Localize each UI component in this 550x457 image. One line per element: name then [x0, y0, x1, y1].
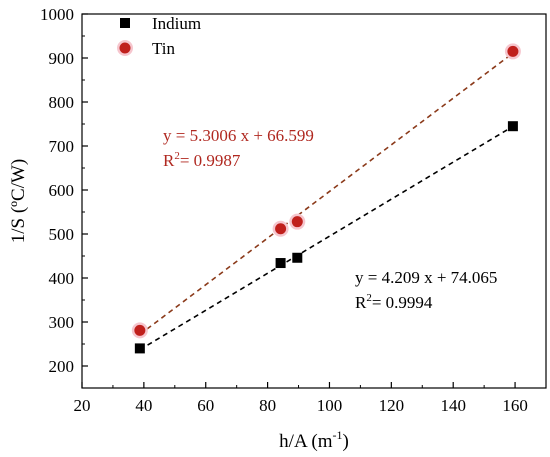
indium-point: [292, 252, 303, 263]
y-axis-title: 1/S (ºC/W): [8, 159, 29, 244]
tin-point: [275, 223, 287, 235]
fit-lines: [139, 52, 514, 351]
tin-fit-equation: y = 5.3006 x + 66.599: [163, 126, 314, 145]
legend: Indium Tin: [117, 14, 201, 58]
x-tick-label: 20: [74, 396, 91, 415]
x-tick-label: 60: [197, 396, 214, 415]
y-tick-label: 200: [49, 357, 75, 376]
axis-ticks: 20 40 60 80 100 120 140 160 200 300 400 500 600 700 80…: [40, 5, 528, 415]
legend-tin-label: Tin: [152, 39, 176, 58]
indium-fit-equation: y = 4.209 x + 74.065: [355, 268, 497, 287]
indium-point: [275, 258, 286, 269]
tin-fit-annotation: y = 5.3006 x + 66.599 R2= 0.9987: [163, 126, 314, 170]
tin-point: [291, 216, 303, 228]
y-tick-label: 1000: [40, 5, 74, 24]
tin-point: [134, 324, 146, 336]
y-tick-label: 300: [49, 313, 75, 332]
indium-fit-r2: R2= 0.9994: [355, 292, 433, 312]
y-tick-label: 400: [49, 269, 75, 288]
y-tick-label: 800: [49, 93, 75, 112]
plot-frame: [81, 13, 547, 389]
indium-fit-annotation: y = 4.209 x + 74.065 R2= 0.9994: [355, 268, 497, 312]
y-tick-label: 600: [49, 181, 75, 200]
legend-tin-marker: [119, 42, 131, 54]
tin-point: [507, 45, 519, 57]
y-tick-label: 500: [49, 225, 75, 244]
tin-fit-r2: R2= 0.9987: [163, 150, 241, 170]
x-tick-label: 80: [259, 396, 276, 415]
x-tick-label: 120: [379, 396, 405, 415]
legend-indium-marker: [120, 18, 130, 28]
indium-fit-line: [139, 125, 514, 351]
y-tick-label: 700: [49, 137, 75, 156]
x-tick-label: 160: [502, 396, 528, 415]
indium-point: [507, 121, 518, 132]
x-tick-label: 140: [440, 396, 466, 415]
y-tick-label: 900: [49, 49, 75, 68]
data-markers: [131, 43, 521, 354]
legend-indium-label: Indium: [152, 14, 201, 33]
x-tick-label: 40: [135, 396, 152, 415]
x-axis-title: h/A (m-1): [279, 428, 349, 452]
tin-fit-line: [139, 52, 514, 336]
indium-point: [134, 343, 145, 354]
x-tick-label: 100: [317, 396, 343, 415]
